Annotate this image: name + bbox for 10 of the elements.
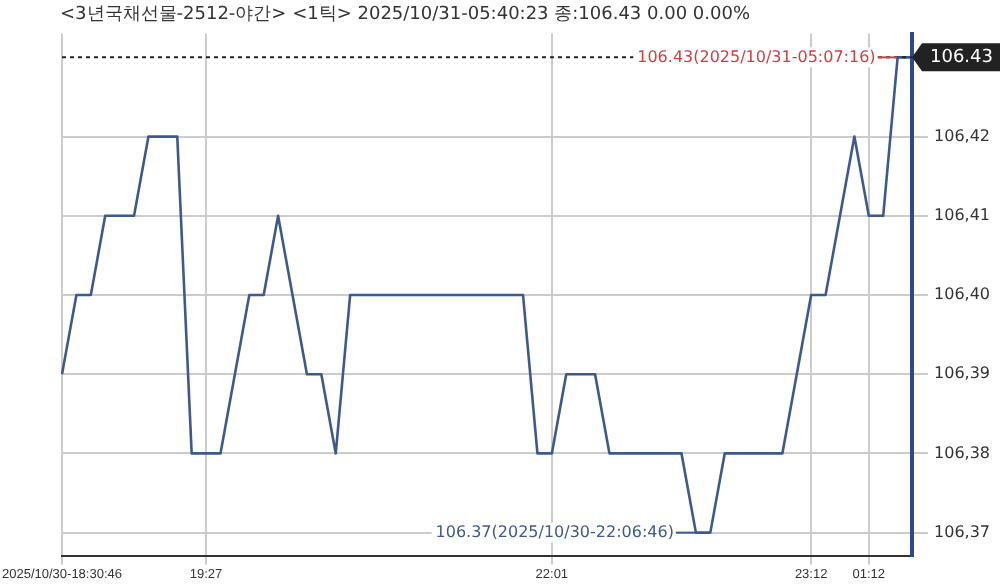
y-tick-label: 106,42 — [934, 126, 991, 145]
y-tick-label: 106,37 — [934, 522, 991, 541]
y-tick-label: 106,39 — [934, 364, 991, 383]
chart-title: <3년국채선물-2512-야간> <1틱> 2025/10/31-05:40:23 종:106.43 0.00 0.00% — [60, 5, 751, 26]
y-tick-label: 106,40 — [934, 285, 991, 304]
y-tick-label: 106,38 — [934, 443, 991, 462]
y-tick-label: 106,41 — [934, 205, 991, 224]
ref-line-label: 106.43 — [930, 48, 994, 69]
annotation: 106.37(2025/10/30-22:06:46) — [435, 522, 674, 541]
annotation: 106.43(2025/10/31-05:07:16) — [637, 47, 876, 66]
